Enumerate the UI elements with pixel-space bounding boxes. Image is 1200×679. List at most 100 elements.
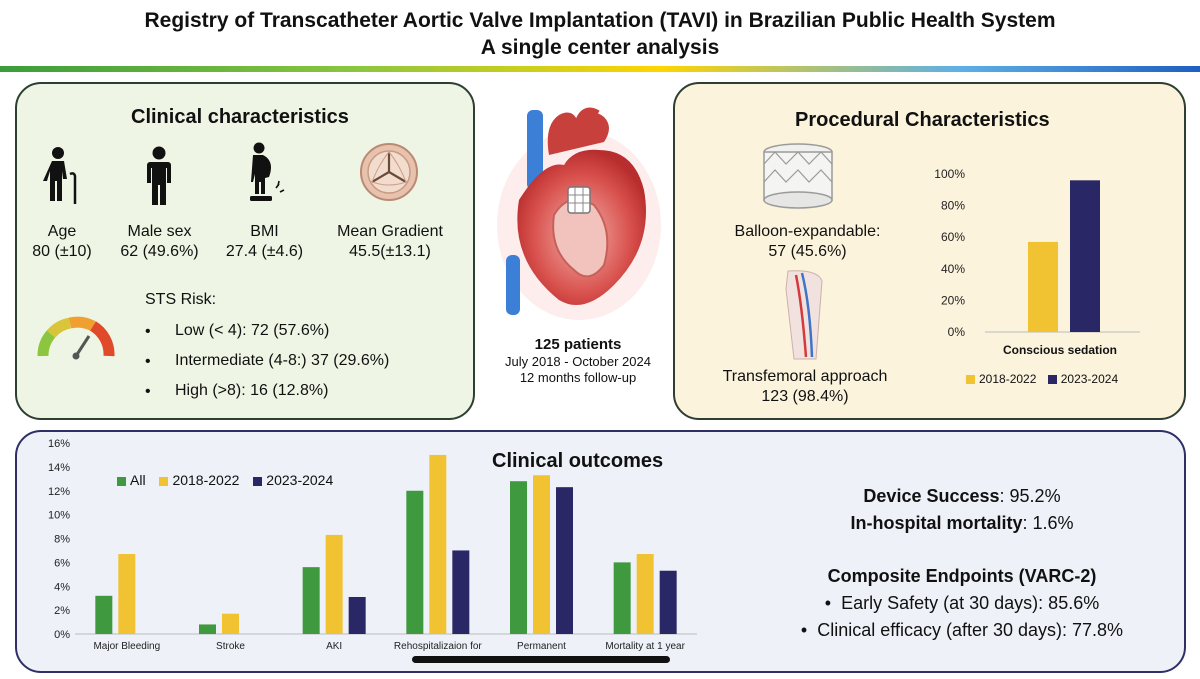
x-category-label: Permanent: [517, 641, 566, 652]
bar-All: [510, 481, 527, 634]
y-tick-label: 16%: [48, 438, 70, 450]
balloon-label: Balloon-expandable:: [734, 223, 881, 240]
title-divider: [0, 66, 1200, 72]
legend-label-2023-2024: 2023-2024: [1060, 372, 1119, 386]
stat-value: 27.4 (±4.6): [225, 243, 304, 260]
clinical-efficacy: • Clinical efficacy (after 30 days): 77.…: [762, 619, 1162, 641]
bar-2018-2022: [1028, 241, 1058, 332]
in-hospital-mortality: In-hospital mortality: 1.6%: [762, 512, 1162, 534]
legend-swatch-2023-2024: [1047, 375, 1057, 385]
page-subtitle: A single center analysis: [480, 36, 720, 59]
mortality-value: : 1.6%: [1022, 513, 1074, 533]
study-period: July 2018 - October 2024: [505, 354, 651, 369]
bullet-glyph: •: [800, 620, 808, 640]
y-tick-label: 10%: [48, 510, 70, 522]
bullet-glyph: •: [824, 593, 832, 613]
bar-All: [613, 562, 631, 634]
outcomes-title: Clinical outcomes: [492, 450, 664, 472]
composite-title: Composite Endpoints (VARC-2): [827, 566, 1097, 586]
bar-2018-2022: [429, 454, 447, 634]
clinical-characteristics-panel: Clinical characteristics Age 80 (±10) Ma…: [15, 82, 475, 420]
sts-risk-intermediate: Intermediate (4-8:) 37 (29.6%): [175, 352, 390, 369]
device-success-label: Device Success: [863, 486, 1000, 506]
legend-swatch-2018-2022: [159, 476, 169, 486]
bullet-glyph: •: [145, 353, 151, 370]
weight-scale-person-icon: [250, 142, 285, 201]
stat-age: Age 80 (±10): [27, 222, 97, 262]
heart-illustration: [497, 107, 661, 320]
sts-risk-low: Low (< 4): 72 (57.6%): [175, 322, 330, 339]
stat-male-sex: Male sex 62 (49.6%): [112, 222, 207, 262]
bullet-glyph: •: [145, 383, 151, 400]
transfemoral-leg-icon: [785, 270, 823, 360]
bar-2023-2024: [659, 570, 677, 634]
home-indicator: [412, 656, 670, 663]
transfemoral-stat: Transfemoral approach 123 (98.4%): [705, 367, 905, 407]
y-tick-label: 12%: [48, 486, 70, 498]
clinical-efficacy-text: Clinical efficacy (after 30 days): 77.8%: [817, 620, 1124, 640]
bar-2018-2022: [118, 554, 136, 634]
legend-swatch-2018-2022: [966, 375, 975, 385]
y-tick-label: 60%: [941, 230, 965, 244]
aortic-valve-icon: [360, 143, 418, 201]
x-category-label: AKI: [326, 641, 342, 652]
mortality-label: In-hospital mortality: [850, 513, 1023, 533]
y-tick-label: 8%: [54, 534, 70, 546]
x-category-label: Mortality at 1 year: [605, 641, 685, 652]
bar-All: [199, 624, 216, 634]
balloon-value: 57 (45.6%): [768, 243, 847, 260]
stat-value: 80 (±10): [32, 243, 92, 260]
bar-2023-2024: [348, 596, 366, 634]
legend-label-all: All: [130, 472, 146, 488]
bar-2023-2024: [556, 487, 573, 634]
stat-label: Age: [47, 223, 77, 240]
legend-swatch-2023-2024: [253, 476, 263, 486]
y-tick-label: 0%: [54, 629, 70, 641]
bar-All: [302, 567, 320, 634]
x-category-label: Stroke: [216, 641, 245, 652]
y-tick-label: 6%: [54, 557, 70, 569]
device-success: Device Success: 95.2%: [762, 485, 1162, 507]
transfemoral-label: Transfemoral approach: [722, 368, 888, 385]
patients-count: 125 patients: [534, 336, 622, 353]
y-tick-label: 100%: [934, 167, 965, 181]
stat-value: 62 (49.6%): [120, 243, 199, 260]
sts-risk-high: High (>8): 16 (12.8%): [175, 382, 329, 399]
bar-All: [406, 490, 424, 634]
balloon-valve-icon: [763, 143, 833, 209]
legend-label-2023-2024: 2023-2024: [266, 472, 334, 488]
clinical-outcomes-panel: Clinical outcomes All 2018-2022 2023-202…: [15, 430, 1186, 673]
stat-label: Mean Gradient: [337, 223, 443, 240]
x-category-label: Major Bleeding: [93, 641, 160, 652]
procedural-title: Procedural Characteristics: [795, 109, 1050, 131]
y-tick-label: 0%: [948, 325, 966, 339]
stat-label: Male sex: [127, 223, 192, 240]
early-safety: • Early Safety (at 30 days): 85.6%: [762, 592, 1162, 614]
y-tick-label: 20%: [941, 293, 965, 307]
bar-2018-2022: [636, 554, 654, 634]
sts-risk-title: STS Risk:: [145, 291, 217, 308]
bar-2018-2022: [222, 613, 239, 634]
y-tick-label: 2%: [54, 605, 70, 617]
legend-label-2018-2022: 2018-2022: [979, 372, 1037, 386]
y-tick-label: 14%: [48, 462, 70, 474]
risk-gauge-icon: [37, 316, 115, 360]
procedural-characteristics-panel: Procedural Characteristics Balloon-expan…: [673, 82, 1186, 420]
outcomes-bar-chart: 0% 2% 4% 6% 8% 10% 12% 14% 16% Major Bleeding Stro…: [48, 438, 697, 652]
y-tick-label: 4%: [54, 581, 70, 593]
x-category-label: Rehospitalizaion for: [394, 641, 482, 652]
y-tick-label: 40%: [941, 262, 965, 276]
legend-swatch-all: [117, 476, 126, 486]
clinical-title: Clinical characteristics: [131, 106, 349, 128]
bar-2018-2022: [533, 475, 550, 634]
outcomes-legend: All 2018-2022 2023-2024: [117, 472, 333, 488]
bar-2023-2024: [1070, 180, 1100, 332]
balloon-expandable-stat: Balloon-expandable: 57 (45.6%): [715, 222, 900, 262]
conscious-sedation-chart: 0% 20% 40% 60% 80% 100% Conscious sedation: [934, 167, 1140, 357]
bar-2018-2022: [325, 534, 343, 634]
transfemoral-value: 123 (98.4%): [761, 388, 849, 405]
patient-summary: 125 patients July 2018 - October 2024 12…: [478, 336, 678, 386]
y-tick-label: 80%: [941, 199, 965, 213]
elderly-person-icon: [43, 147, 77, 204]
legend-label-2018-2022: 2018-2022: [172, 472, 240, 488]
